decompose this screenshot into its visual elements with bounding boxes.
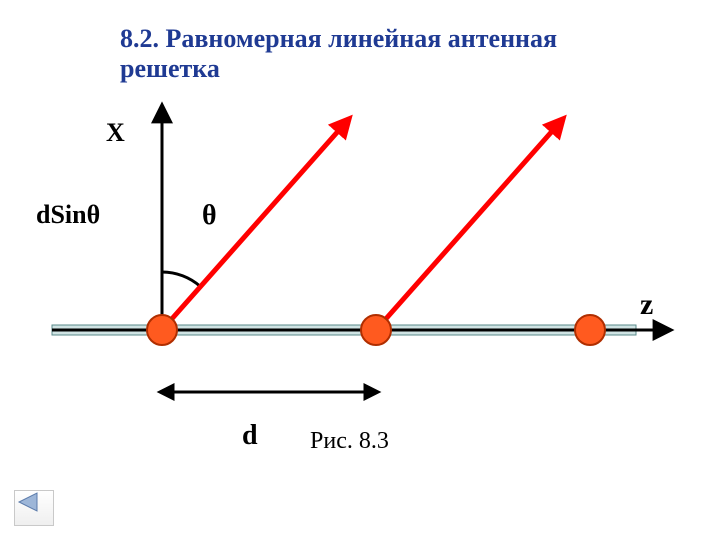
back-triangle-icon (15, 491, 39, 513)
dsin-label: dSinθ (36, 200, 100, 230)
figure-caption: Рис. 8.3 (310, 428, 389, 455)
d-label: d (242, 420, 258, 452)
back-button[interactable] (14, 490, 54, 526)
section-title: 8.2. Равномерная линейная антенная решет… (120, 24, 640, 84)
z-axis-label: z (640, 288, 653, 322)
theta-label: θ (202, 200, 217, 232)
x-axis-label: X (106, 118, 125, 148)
